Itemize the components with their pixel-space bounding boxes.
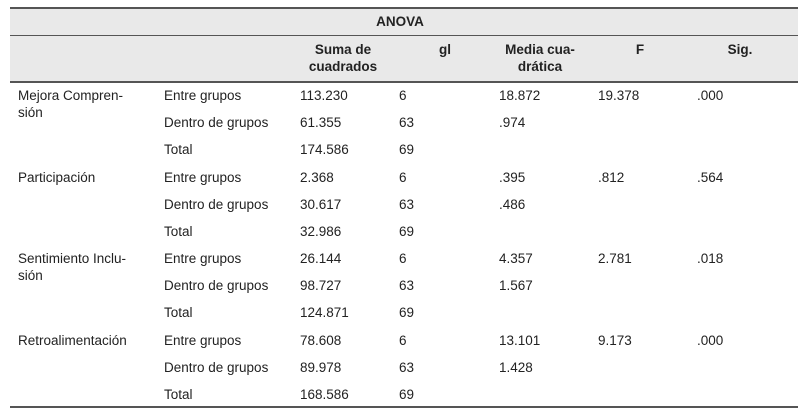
cell-group: Entre grupos: [164, 169, 242, 185]
cell-gl: 63: [399, 115, 415, 131]
cell-sig: .564: [697, 169, 724, 185]
cell-group: Dentro de grupos: [164, 196, 269, 212]
header-media: Media cua- drática: [505, 42, 575, 74]
header-gl: gl: [439, 42, 451, 57]
cell-suma: 168.586: [300, 386, 349, 402]
cell-gl: 63: [399, 359, 415, 375]
cell-f: 2.781: [598, 251, 632, 266]
variable-label: Sentimiento Inclu- sión: [18, 251, 127, 283]
cell-group: Entre grupos: [164, 251, 242, 266]
cell-group: Entre grupos: [164, 332, 242, 348]
cell-f: 19.378: [598, 88, 640, 103]
table-header: [10, 8, 798, 82]
cell-media: 18.872: [499, 88, 541, 103]
cell-group: Dentro de grupos: [164, 115, 269, 131]
cell-gl: 69: [399, 142, 415, 158]
cell-suma: 113.230: [300, 88, 348, 103]
cell-suma: 26.144: [300, 251, 342, 266]
table-title: ANOVA: [376, 14, 424, 29]
cell-media: 1.567: [499, 278, 533, 294]
cell-media: .486: [499, 196, 526, 212]
cell-gl: 6: [399, 169, 407, 185]
cell-suma: 30.617: [300, 196, 342, 212]
cell-suma: 124.871: [300, 305, 349, 321]
cell-f: 9.173: [598, 332, 632, 348]
cell-group: Entre grupos: [164, 88, 242, 103]
header-sig: Sig.: [727, 42, 753, 57]
cell-gl: 69: [399, 223, 415, 239]
divider: [10, 35, 798, 36]
cell-sig: .018: [697, 251, 724, 266]
header-f: F: [635, 42, 645, 57]
cell-f: .812: [598, 169, 625, 185]
cell-group: Dentro de grupos: [164, 278, 269, 294]
cell-suma: 174.586: [300, 142, 349, 158]
divider: [10, 406, 798, 408]
cell-gl: 69: [399, 305, 415, 321]
cell-gl: 63: [399, 278, 415, 294]
cell-gl: 6: [399, 332, 407, 348]
cell-media: 13.101: [499, 332, 541, 348]
cell-suma: 78.608: [300, 332, 342, 348]
divider: [10, 7, 798, 9]
cell-suma: 32.986: [300, 223, 342, 239]
cell-group: Total: [164, 223, 193, 239]
cell-group: Total: [164, 142, 193, 158]
variable-label: Participación: [18, 169, 96, 185]
cell-media: 1.428: [499, 359, 533, 375]
cell-media: 4.357: [499, 251, 533, 266]
cell-group: Total: [164, 305, 193, 321]
variable-label: Retroalimentación: [18, 332, 127, 348]
cell-gl: 6: [399, 88, 407, 103]
cell-gl: 63: [399, 196, 415, 212]
cell-sig: .000: [697, 332, 724, 348]
cell-suma: 89.978: [300, 359, 342, 375]
cell-group: Dentro de grupos: [164, 359, 269, 375]
cell-sig: .000: [697, 88, 724, 103]
header-suma: Suma de cuadrados: [308, 42, 378, 74]
cell-media: .974: [499, 115, 526, 131]
cell-suma: 98.727: [300, 278, 342, 294]
cell-gl: 6: [399, 251, 407, 266]
cell-gl: 69: [399, 386, 415, 402]
cell-group: Total: [164, 386, 193, 402]
variable-label: Mejora Compren- sión: [18, 88, 124, 120]
cell-media: .395: [499, 169, 526, 185]
cell-suma: 2.368: [300, 169, 334, 185]
divider: [10, 81, 798, 83]
cell-suma: 61.355: [300, 115, 342, 131]
